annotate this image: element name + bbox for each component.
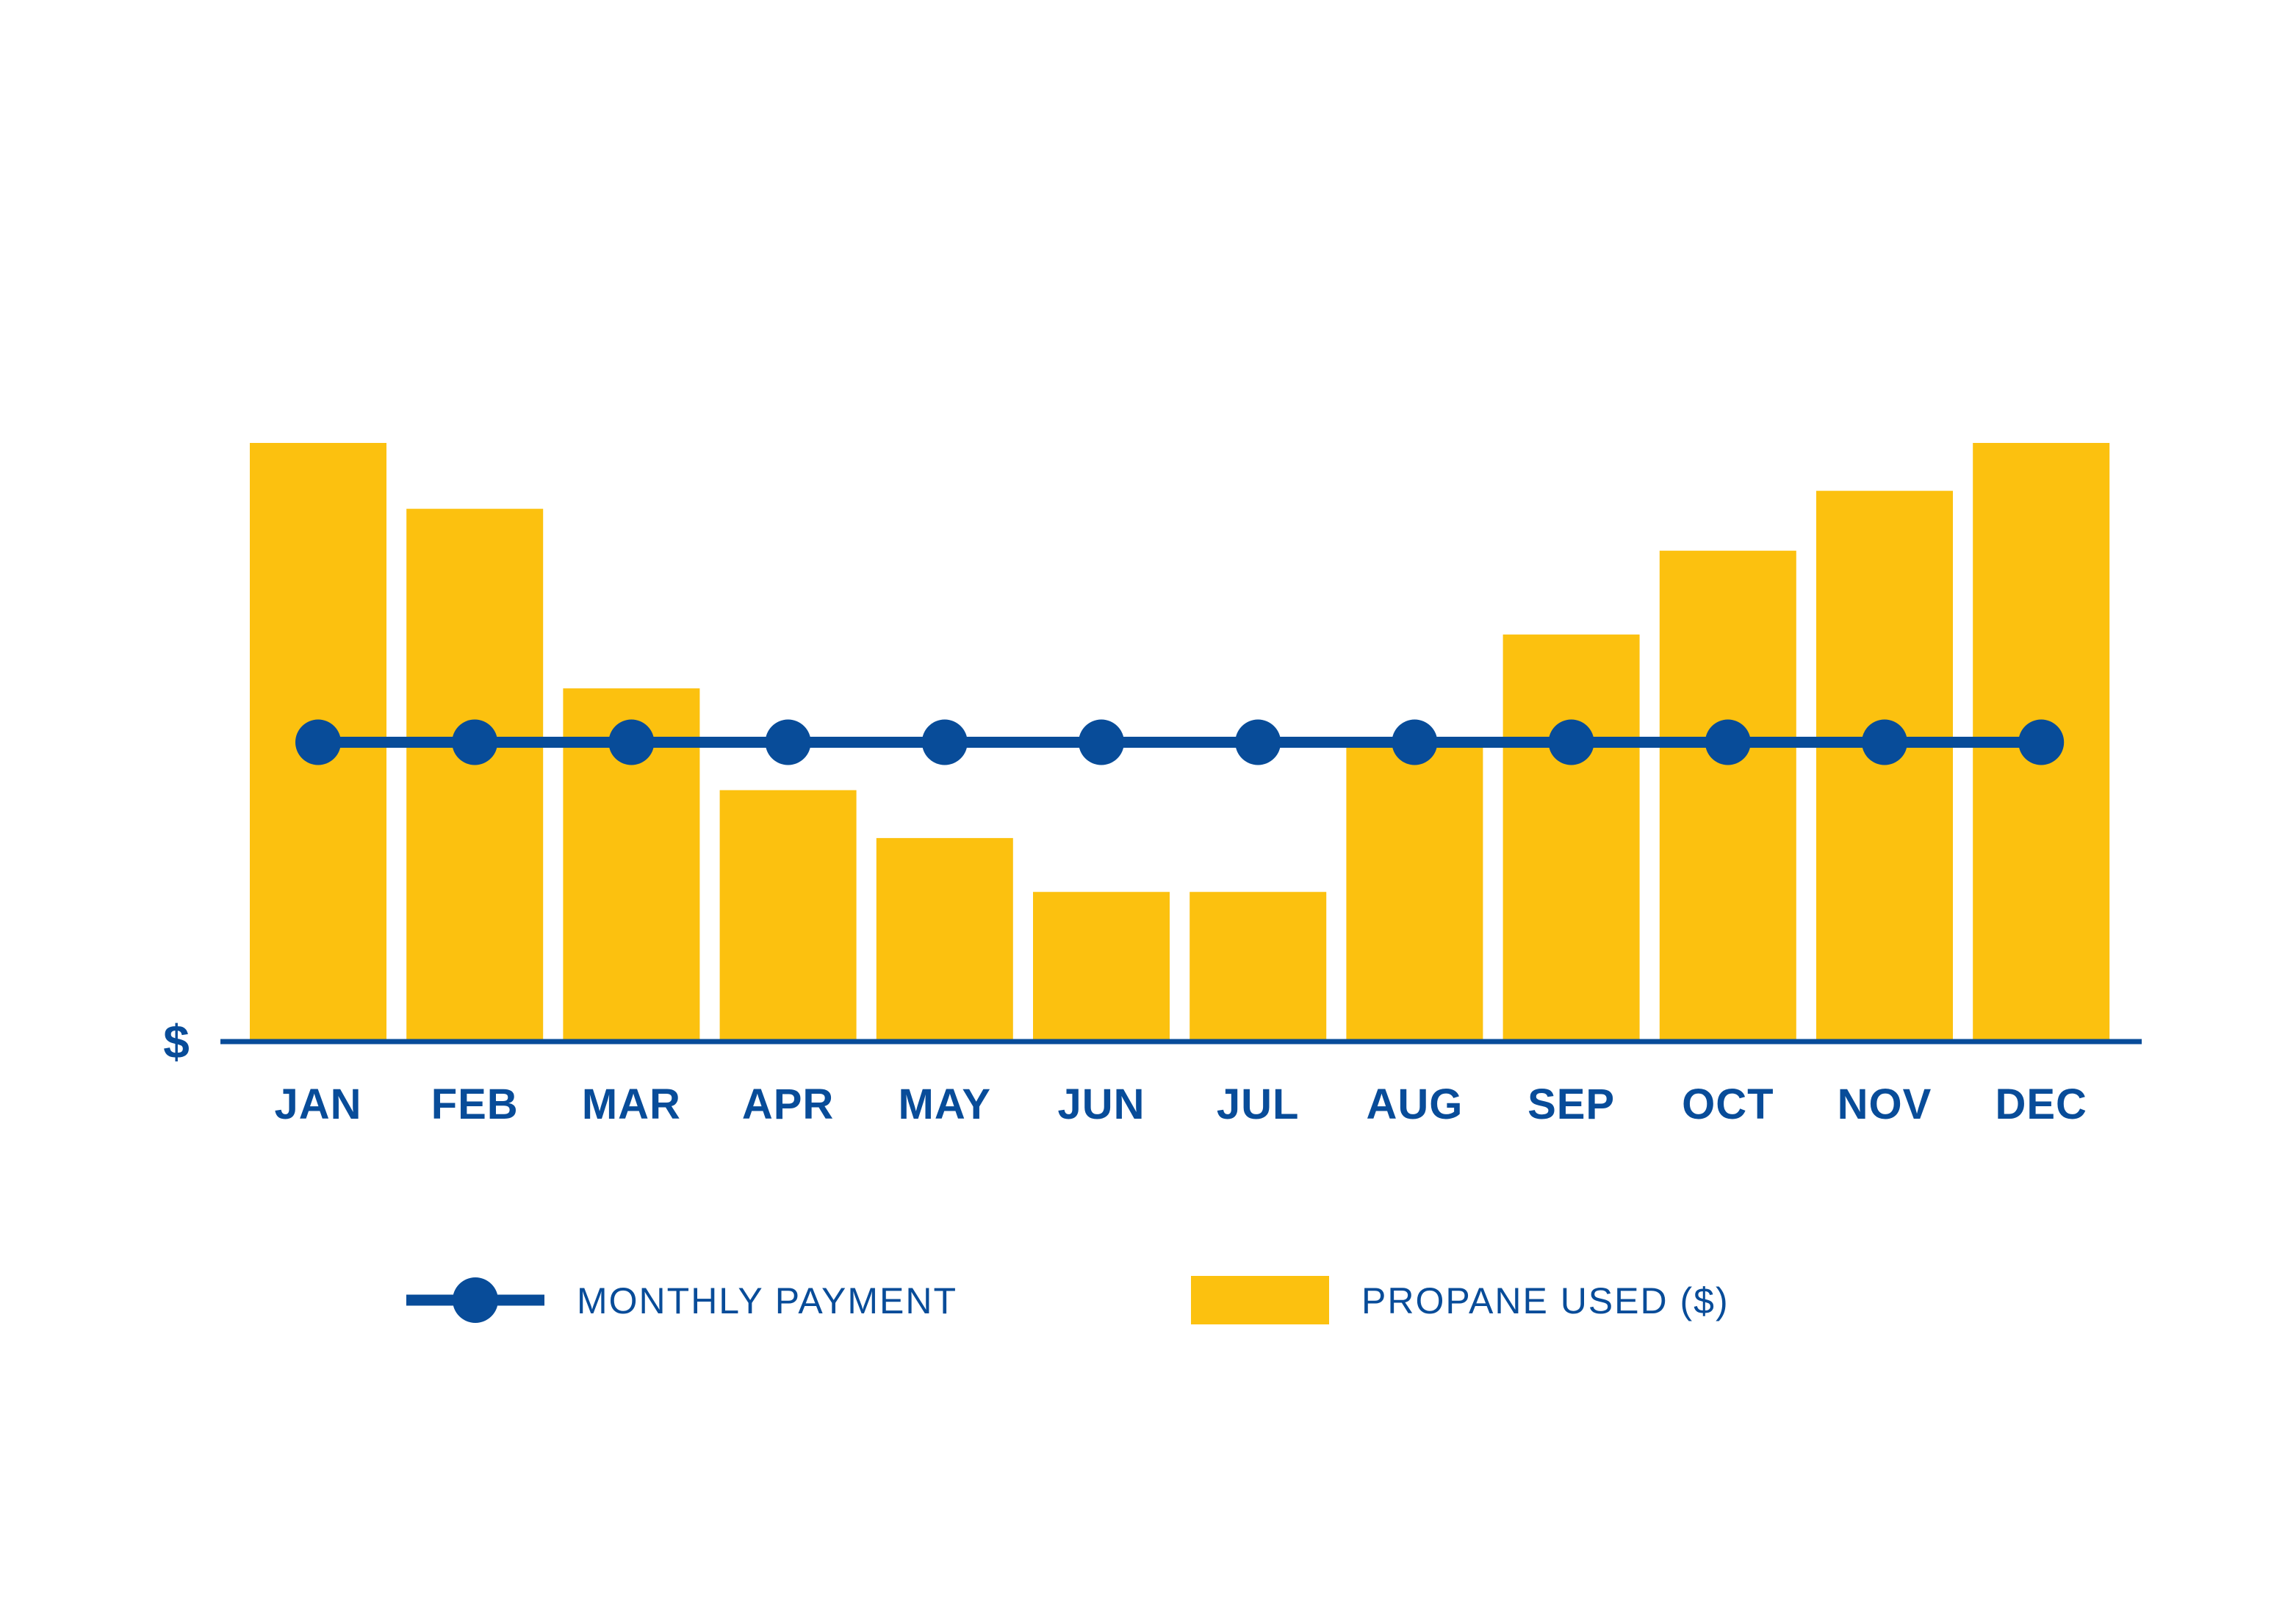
monthly-payment-point-mar [608, 719, 655, 765]
legend: MONTHLY PAYMENT PROPANE USED ($) [406, 1276, 1730, 1324]
bar-sep [1503, 634, 1640, 1042]
x-tick-label-dec: DEC [1995, 1081, 2087, 1128]
x-tick-label-nov: NOV [1838, 1081, 1932, 1128]
x-tick-label-sep: SEP [1527, 1081, 1615, 1128]
monthly-payment-point-dec [2018, 719, 2065, 765]
monthly-payment-point-feb [452, 719, 498, 765]
legend-line-marker [453, 1277, 498, 1323]
monthly-payment-point-may [921, 719, 968, 765]
monthly-payment-point-apr [765, 719, 811, 765]
bar-jun [1033, 892, 1170, 1042]
monthly-payment-point-sep [1548, 719, 1594, 765]
legend-bar-swatch [1191, 1276, 1329, 1324]
bar-oct [1659, 550, 1796, 1042]
monthly-payment-point-oct [1705, 719, 1751, 765]
x-tick-label-apr: APR [742, 1081, 834, 1128]
monthly-payment-point-nov [1862, 719, 1907, 765]
line-series [295, 719, 2065, 765]
x-tick-label-may: MAY [899, 1081, 992, 1128]
bar-apr [719, 790, 857, 1042]
x-tick-label-jan: JAN [274, 1081, 361, 1128]
y-axis-label: $ [163, 1015, 190, 1068]
x-tick-label-jun: JUN [1057, 1081, 1145, 1128]
bar-aug [1346, 742, 1483, 1042]
monthly-payment-point-aug [1392, 719, 1438, 765]
x-tick-label-feb: FEB [431, 1081, 519, 1128]
bar-may [876, 837, 1013, 1042]
bar-jul [1190, 892, 1327, 1042]
bar-nov [1816, 491, 1953, 1042]
bar-feb [406, 508, 544, 1042]
legend-bar-label: PROPANE USED ($) [1361, 1280, 1730, 1321]
monthly-payment-point-jan [295, 719, 341, 765]
x-tick-label-mar: MAR [582, 1081, 681, 1128]
monthly-payment-point-jun [1079, 719, 1124, 765]
x-tick-label-jul: JUL [1217, 1081, 1300, 1128]
x-tick-labels: JAN FEB MAR APR MAY JUN JUL AUG SEP OCT NOV DEC [274, 1081, 2087, 1128]
legend-line-label: MONTHLY PAYMENT [577, 1280, 957, 1321]
bar-series [250, 443, 2110, 1042]
x-tick-label-oct: OCT [1682, 1081, 1774, 1128]
monthly-payment-point-jul [1235, 719, 1281, 765]
x-tick-label-aug: AUG [1366, 1081, 1463, 1128]
